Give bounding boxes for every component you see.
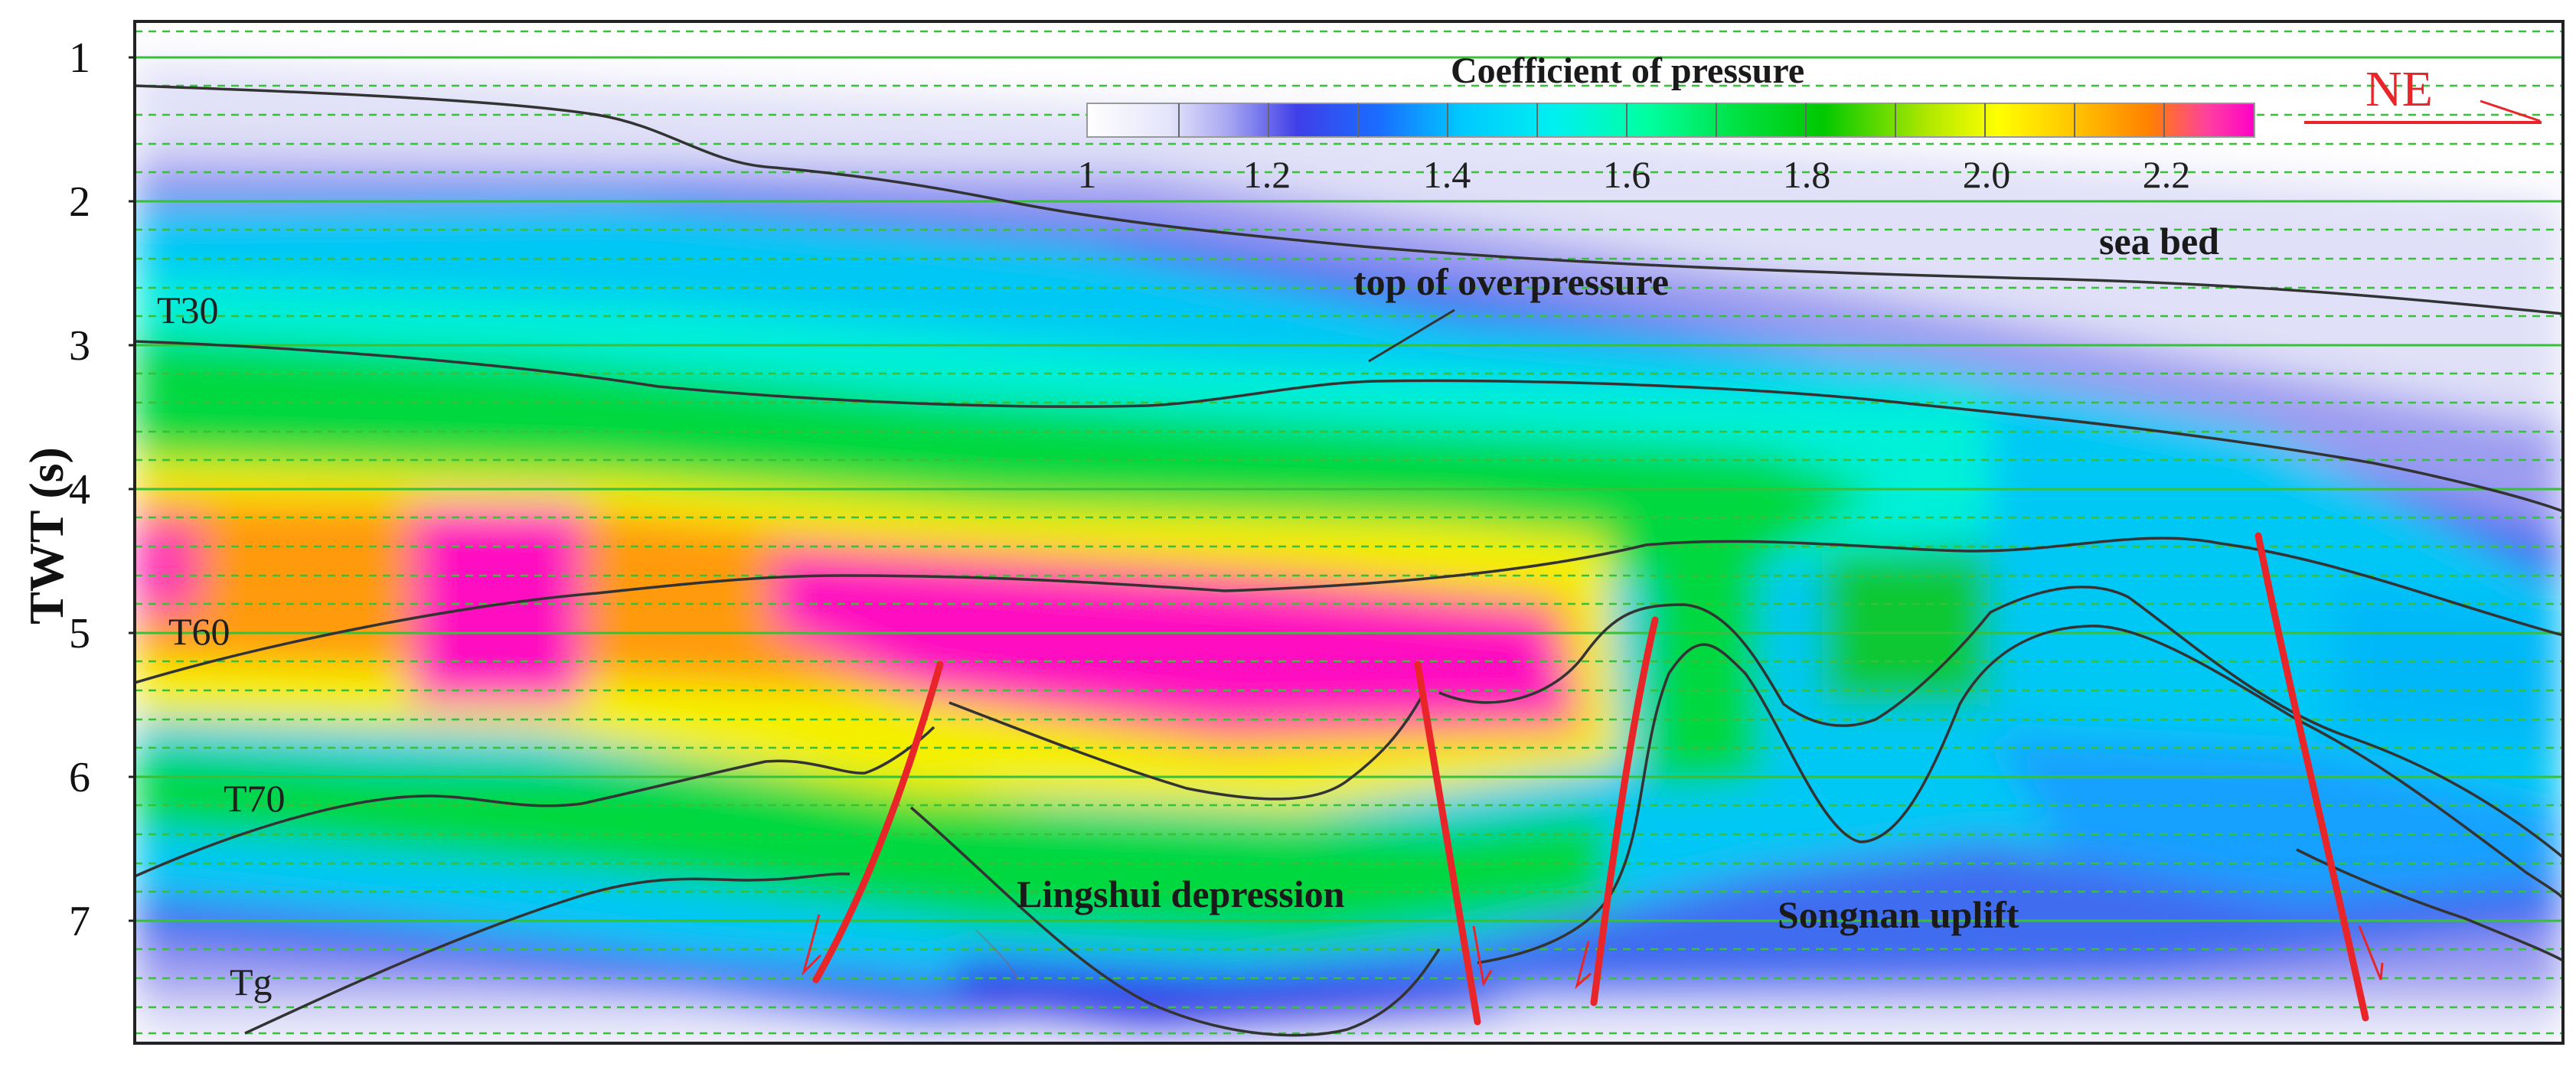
y-tick-label: 2 xyxy=(69,178,90,226)
horst-lower-horizon xyxy=(1477,625,2563,964)
colorbar-gradient xyxy=(1086,103,2255,138)
east-deep-horizon xyxy=(2296,848,2563,962)
fault-slip-arrows xyxy=(802,914,2384,990)
t70-horizon xyxy=(135,726,935,878)
lingshui-inner-horizon xyxy=(948,692,1425,801)
sea-bed-horizon xyxy=(135,84,2563,315)
colorbar: Coefficient of pressure 1 1.2 1.4 1.6 1.… xyxy=(1078,51,2255,196)
overpressure-top-label: top of overpressure xyxy=(1353,260,1669,303)
colorbar-tick-label: 1.6 xyxy=(1603,153,1651,196)
colorbar-tick-label: 2.2 xyxy=(2143,153,2191,196)
fault-2 xyxy=(1414,661,1481,1026)
horizon-label-t70: T70 xyxy=(224,777,286,820)
colorbar-tick-label: 1.2 xyxy=(1243,153,1291,196)
deep-basin-horizon xyxy=(909,806,1441,1037)
y-axis-ticks: 1 2 3 4 5 6 7 xyxy=(69,34,139,945)
colorbar-tick-label: 2.0 xyxy=(1963,153,2011,196)
y-axis-title: TWT (s) xyxy=(19,447,73,625)
colorbar-tick-label: 1 xyxy=(1078,153,1097,196)
t60-horizon xyxy=(135,537,2563,684)
faint-fault-line xyxy=(975,929,1019,980)
ne-label: NE xyxy=(2365,61,2433,117)
overpressure-top-horizon xyxy=(135,340,2563,513)
direction-indicator: NE xyxy=(2304,61,2542,124)
y-tick-label: 4 xyxy=(69,466,90,514)
colorbar-tick-label: 1.4 xyxy=(1423,153,1471,196)
songnan-uplift-label: Songnan uplift xyxy=(1778,893,2019,936)
fault-lines xyxy=(812,532,2369,1026)
y-tick-label: 7 xyxy=(69,898,90,945)
y-tick-label: 1 xyxy=(69,34,90,82)
fault-1 xyxy=(812,661,944,984)
y-tick-label: 3 xyxy=(69,322,90,370)
pressure-field xyxy=(135,21,2563,1043)
horst-top-horizon xyxy=(1438,586,2563,859)
sea-bed-label: sea bed xyxy=(2099,220,2219,263)
lingshui-depression-label: Lingshui depression xyxy=(1017,873,1345,915)
tg-horizon xyxy=(244,872,851,1035)
y-tick-label: 6 xyxy=(69,754,90,801)
overpressure-leader-line xyxy=(1368,308,1455,363)
horizon-lines xyxy=(135,84,2563,1037)
fault-3 xyxy=(1590,616,1659,1006)
plot-frame xyxy=(133,20,2565,1045)
grid-lines xyxy=(135,30,2563,1035)
horizon-label-t60: T60 xyxy=(168,610,230,653)
colorbar-tick-label: 1.8 xyxy=(1783,153,1831,196)
y-tick-label: 5 xyxy=(69,610,90,657)
horizon-label-tg: Tg xyxy=(230,961,273,1003)
horizon-label-t30: T30 xyxy=(157,289,219,331)
colorbar-title: Coefficient of pressure xyxy=(1451,51,1804,91)
fault-4 xyxy=(2254,532,2369,1022)
